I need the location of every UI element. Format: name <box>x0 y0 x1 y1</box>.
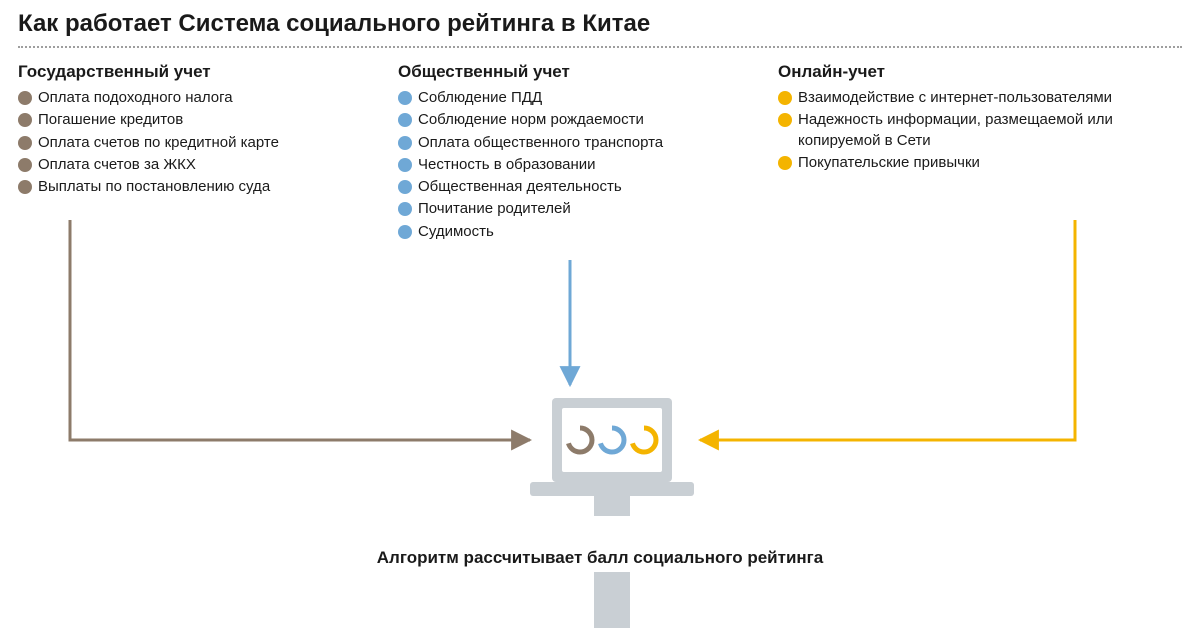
arrow-right <box>700 220 1075 440</box>
list-item: Выплаты по постановлению суда <box>18 177 358 197</box>
column-heading: Онлайн-учет <box>778 62 1128 82</box>
list-item-label: Оплата подоходного налога <box>38 88 233 108</box>
ring-icon <box>632 428 656 452</box>
list-item: Взаимодействие с интернет-пользователями <box>778 88 1128 108</box>
laptop-body <box>552 398 672 482</box>
list-item-label: Общественная деятельность <box>418 177 622 197</box>
bullet-dot <box>398 158 412 172</box>
list-item-label: Оплата счетов по кредитной карте <box>38 133 279 153</box>
bullet-dot <box>398 91 412 105</box>
list-item-label: Соблюдение ПДД <box>418 88 542 108</box>
list-item-label: Судимость <box>418 222 494 242</box>
list-item: Надежность информации, размещаемой или к… <box>778 110 1128 151</box>
list-item: Судимость <box>398 222 738 242</box>
list-item-label: Погашение кредитов <box>38 110 183 130</box>
laptop-icon <box>530 398 694 516</box>
list-item-label: Соблюдение норм рождаемости <box>418 110 644 130</box>
bullet-list: Взаимодействие с интернет-пользователями… <box>778 88 1128 173</box>
bullet-dot <box>18 113 32 127</box>
laptop-base <box>530 482 694 496</box>
bullet-dot <box>778 91 792 105</box>
list-item: Оплата подоходного налога <box>18 88 358 108</box>
bullet-dot <box>18 180 32 194</box>
list-item-label: Покупательские привычки <box>798 153 980 173</box>
list-item: Общественная деятельность <box>398 177 738 197</box>
list-item: Покупательские привычки <box>778 153 1128 173</box>
list-item: Честность в образовании <box>398 155 738 175</box>
bullet-dot <box>778 156 792 170</box>
algorithm-caption: Алгоритм рассчитывает балл социального р… <box>0 548 1200 568</box>
bullet-dot <box>18 158 32 172</box>
list-item-label: Оплата общественного транспорта <box>418 133 663 153</box>
bullet-dot <box>398 136 412 150</box>
list-item: Погашение кредитов <box>18 110 358 130</box>
laptop-rings <box>568 428 656 452</box>
bullet-dot <box>18 91 32 105</box>
list-item: Оплата счетов по кредитной карте <box>18 133 358 153</box>
bullet-dot <box>398 180 412 194</box>
bullet-dot <box>398 225 412 239</box>
bullet-list: Оплата подоходного налогаПогашение креди… <box>18 88 358 197</box>
bullet-dot <box>18 136 32 150</box>
columns-container: Государственный учет Оплата подоходного … <box>0 62 1200 244</box>
laptop-stand <box>594 496 630 516</box>
column-gov: Государственный учет Оплата подоходного … <box>18 62 358 244</box>
column-online: Онлайн-учет Взаимодействие с интернет-по… <box>778 62 1128 244</box>
list-item: Почитание родителей <box>398 199 738 219</box>
list-item-label: Почитание родителей <box>418 199 571 219</box>
ring-icon <box>568 428 592 452</box>
column-heading: Общественный учет <box>398 62 738 82</box>
list-item: Оплата общественного транспорта <box>398 133 738 153</box>
arrow-left <box>70 220 530 440</box>
bullet-list: Соблюдение ПДДСоблюдение норм рождаемост… <box>398 88 738 242</box>
laptop-screen <box>562 408 662 472</box>
pillar <box>594 572 630 628</box>
list-item: Оплата счетов за ЖКХ <box>18 155 358 175</box>
bullet-dot <box>398 113 412 127</box>
divider <box>18 46 1182 48</box>
list-item-label: Оплата счетов за ЖКХ <box>38 155 196 175</box>
list-item-label: Надежность информации, размещаемой или к… <box>798 110 1128 151</box>
bullet-dot <box>398 202 412 216</box>
list-item-label: Взаимодействие с интернет-пользователями <box>798 88 1112 108</box>
list-item: Соблюдение ПДД <box>398 88 738 108</box>
ring-icon <box>600 428 624 452</box>
list-item-label: Выплаты по постановлению суда <box>38 177 270 197</box>
column-public: Общественный учет Соблюдение ПДДСоблюден… <box>398 62 738 244</box>
list-item: Соблюдение норм рождаемости <box>398 110 738 130</box>
column-heading: Государственный учет <box>18 62 358 82</box>
page-title: Как работает Система социального рейтинг… <box>0 0 1200 46</box>
list-item-label: Честность в образовании <box>418 155 596 175</box>
bullet-dot <box>778 113 792 127</box>
